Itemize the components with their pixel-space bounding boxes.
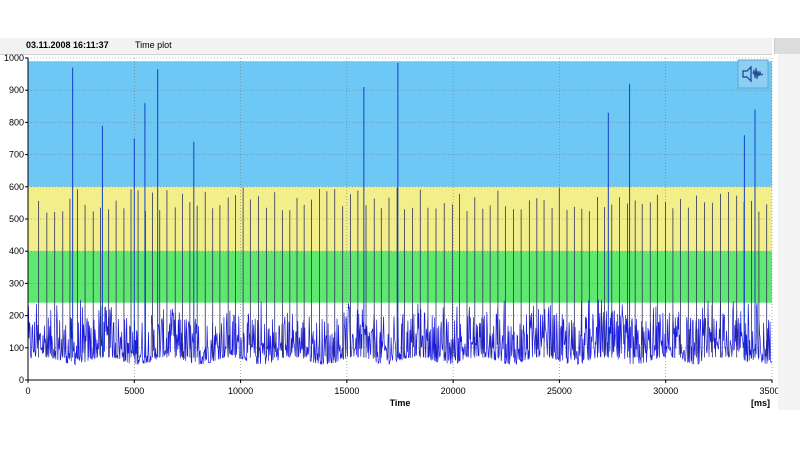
- y-tick-label: 500: [9, 214, 24, 224]
- time-plot-chart: 0 100 200 300 400 500 600 700 800 900 1000 0 5000 10…: [4, 53, 778, 408]
- y-tick-label: 600: [9, 182, 24, 192]
- x-tick-label: 35000: [759, 386, 778, 396]
- x-tick-labels: 0 5000 10000 15000 20000 25000 30000 35000: [25, 380, 778, 396]
- y-tick-label: 300: [9, 278, 24, 288]
- band-green: [28, 251, 772, 303]
- signal-layer: [27, 62, 773, 366]
- scrollbar-top-button[interactable]: [774, 38, 800, 54]
- y-tick-label: 800: [9, 117, 24, 127]
- window-title: Time plot: [135, 40, 172, 50]
- x-tick-label: 20000: [441, 386, 466, 396]
- sound-button[interactable]: [737, 59, 769, 89]
- band-blue: [28, 61, 772, 187]
- x-tick-label: 10000: [228, 386, 253, 396]
- y-tick-label: 1000: [4, 53, 24, 63]
- x-tick-label: 5000: [124, 386, 144, 396]
- y-tick-label: 400: [9, 246, 24, 256]
- band-layer: [28, 61, 772, 303]
- y-tick-labels: 0 100 200 300 400 500 600 700 800 900 1000: [4, 53, 28, 385]
- y-tick-label: 200: [9, 311, 24, 321]
- x-axis-unit: [ms]: [751, 398, 770, 408]
- y-tick-label: 0: [19, 375, 24, 385]
- y-tick-label: 700: [9, 150, 24, 160]
- vertical-scrollbar[interactable]: [778, 54, 800, 410]
- signal-series: [27, 299, 773, 366]
- x-tick-label: 15000: [334, 386, 359, 396]
- x-tick-label: 25000: [547, 386, 572, 396]
- y-tick-label: 900: [9, 85, 24, 95]
- grid-layer: [28, 57, 773, 380]
- window-titlebar: 03.11.2008 16:11:37 Time plot: [0, 38, 772, 55]
- time-plot-window: 03.11.2008 16:11:37 Time plot 0 100 200 300…: [0, 38, 800, 412]
- x-axis-title: Time: [390, 398, 411, 408]
- x-tick-label: 30000: [653, 386, 678, 396]
- y-tick-label: 100: [9, 343, 24, 353]
- speaker-waveform-icon: [742, 65, 764, 83]
- x-tick-label: 0: [25, 386, 30, 396]
- timestamp-label: 03.11.2008 16:11:37: [26, 40, 109, 50]
